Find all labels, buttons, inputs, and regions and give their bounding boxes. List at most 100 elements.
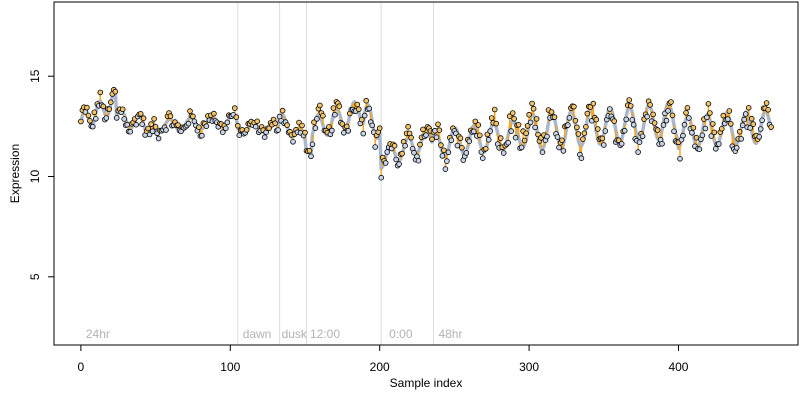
- data-point: [660, 122, 667, 128]
- data-point: [340, 130, 347, 136]
- data-point: [163, 127, 169, 133]
- data-point: [127, 128, 133, 135]
- data-point: [211, 110, 217, 117]
- data-point: [155, 135, 162, 142]
- data-point: [423, 132, 429, 138]
- data-point: [544, 133, 550, 140]
- data-point: [203, 123, 210, 129]
- data-point: [312, 125, 319, 131]
- data-point: [736, 128, 743, 135]
- data-point: [518, 144, 525, 151]
- y-tick-label: 10: [28, 170, 42, 184]
- data-point: [665, 108, 671, 114]
- data-point: [500, 150, 507, 156]
- data-point: [463, 150, 470, 156]
- data-point: [441, 147, 447, 154]
- data-point: [535, 131, 541, 138]
- data-point: [124, 121, 130, 128]
- data-point: [148, 121, 154, 127]
- data-point: [587, 104, 594, 110]
- data-point: [137, 111, 144, 117]
- data-point: [382, 160, 389, 166]
- data-point: [151, 116, 157, 122]
- data-point: [747, 125, 753, 131]
- data-point: [647, 102, 653, 108]
- data-point: [252, 123, 259, 130]
- data-point: [621, 127, 628, 134]
- data-point: [708, 133, 715, 139]
- data-point: [91, 109, 98, 116]
- data-point: [360, 130, 367, 137]
- annotation-label: 24hr: [86, 327, 110, 341]
- data-point: [680, 132, 686, 139]
- data-point: [448, 137, 455, 144]
- data-point: [571, 103, 577, 110]
- data-point: [629, 117, 635, 123]
- data-point: [689, 130, 695, 136]
- data-point: [261, 134, 268, 141]
- data-point: [279, 107, 286, 114]
- data-point: [475, 122, 482, 128]
- data-point: [444, 158, 450, 164]
- data-point: [759, 117, 765, 124]
- data-point: [376, 125, 383, 131]
- data-point: [699, 132, 706, 139]
- data-point: [524, 123, 531, 129]
- data-point: [482, 146, 489, 152]
- data-point: [485, 136, 492, 143]
- data-point: [548, 109, 555, 115]
- data-point: [445, 149, 452, 156]
- data-point: [593, 116, 600, 123]
- data-point: [196, 124, 202, 130]
- data-point: [354, 101, 361, 108]
- data-point: [756, 134, 762, 140]
- annotation-label: dawn: [243, 327, 272, 341]
- data-point: [235, 122, 241, 129]
- data-point: [399, 150, 405, 157]
- data-point: [358, 116, 365, 123]
- data-point: [336, 103, 343, 109]
- data-point: [113, 115, 120, 121]
- data-point: [623, 116, 629, 123]
- data-point: [140, 115, 147, 121]
- data-point: [343, 123, 350, 130]
- data-point: [232, 105, 238, 111]
- data-point: [145, 125, 151, 132]
- data-point: [497, 135, 504, 141]
- data-point: [355, 106, 362, 113]
- data-point: [190, 113, 196, 120]
- data-point: [329, 127, 335, 134]
- data-point: [93, 116, 99, 122]
- data-point: [487, 128, 494, 134]
- data-point: [223, 125, 229, 132]
- data-point: [505, 139, 512, 146]
- data-point: [433, 134, 440, 141]
- annotation-labels: 24hr dawn dusk 12:00 0:00 48hr: [86, 327, 463, 341]
- data-point: [602, 128, 609, 134]
- data-point: [476, 132, 483, 139]
- data-point: [139, 121, 145, 127]
- annotation-label: dusk: [282, 327, 308, 341]
- data-point: [302, 129, 308, 136]
- x-tick-label: 300: [519, 360, 539, 374]
- data-point: [90, 123, 96, 130]
- y-axis: 5 10 15: [28, 69, 54, 280]
- data-point: [275, 127, 281, 133]
- data-point: [220, 129, 226, 136]
- data-point: [466, 138, 473, 145]
- data-point: [224, 119, 231, 126]
- data-point: [457, 135, 464, 142]
- data-point: [402, 142, 408, 149]
- data-point: [650, 111, 656, 118]
- data-point: [529, 100, 535, 107]
- data-point: [584, 110, 591, 117]
- data-point: [575, 131, 582, 137]
- data-point: [233, 114, 240, 120]
- data-point: [532, 124, 538, 131]
- data-point: [429, 136, 435, 143]
- data-point: [103, 115, 110, 121]
- x-axis: 0 100 200 300 400: [78, 345, 689, 374]
- data-point: [133, 121, 140, 128]
- data-point: [686, 115, 692, 121]
